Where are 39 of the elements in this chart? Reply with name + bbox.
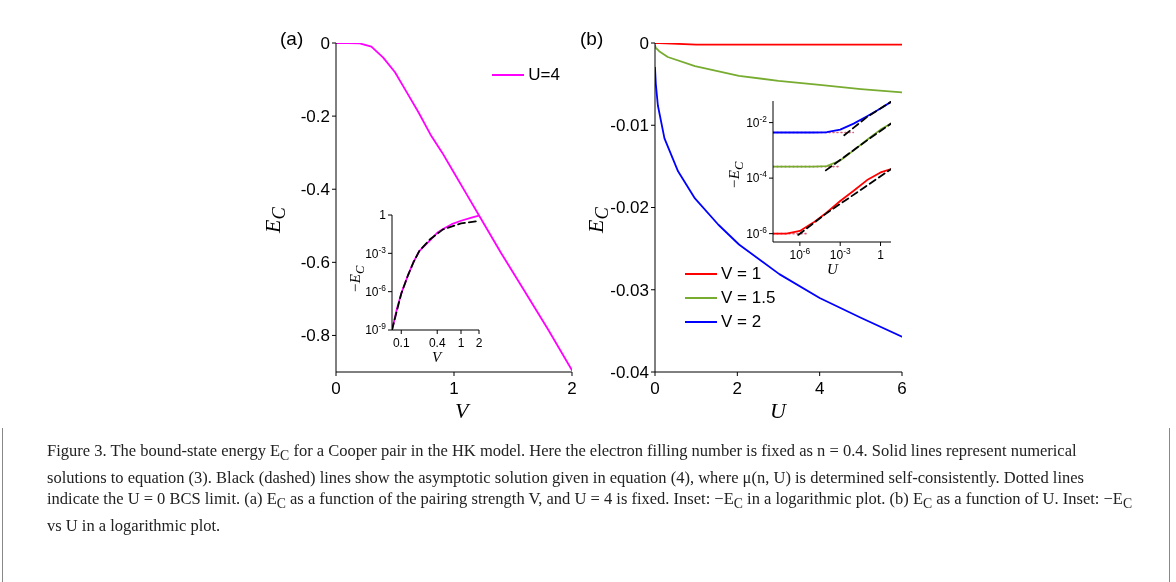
y-tick-label: -0.01	[610, 116, 649, 136]
x-tick-label: 1	[457, 336, 465, 351]
legend-label: V = 2	[721, 312, 762, 332]
legend-label: U=4	[528, 65, 560, 85]
x-tick-label: 2	[567, 379, 577, 399]
x-tick-label: 1	[449, 379, 459, 399]
legend-label: V = 1.5	[721, 288, 776, 308]
y-tick-label: -0.6	[300, 253, 330, 273]
x-tick-label: 10$^{-3}$	[829, 246, 851, 263]
y-tick-label: 0	[639, 33, 649, 53]
legend-label: V = 1	[721, 264, 762, 284]
y-tick-label: 10$^{-2}$	[746, 113, 768, 130]
x-axis-title: V	[455, 398, 469, 424]
y-tick-label: 0	[320, 33, 330, 53]
y-tick-label: -0.4	[300, 180, 330, 200]
y-tick-label: 10$^{-6}$	[365, 282, 387, 299]
text: Figure 3. The bound-state energy E$_{C}$ for a Cooper pair in the HK model. Here the electron filling number is fixed as n = 0.4. Solid lines represent numerical solutions to equation (3). Black (dashed) lines show the asymptotic solution given in equation (4), where μ(n, U) is determined self-consistently. Dotted lines indicate the U = 0 BCS limit. (a) E$_{C}$ as a function of the pairing strength V, and U = 4 is fixed. Inset: −E$_{C}$ in a logarithmic plot. (b) E$_{C}$ as a function of U. Inset: −E$_{C}$ vs U in a logarithmic plot.	[47, 441, 1133, 536]
y-tick-label: 10$^{-6}$	[746, 224, 768, 241]
y-tick-label: -0.02	[610, 198, 649, 218]
y-tick-label: 10$^{-4}$	[746, 169, 768, 186]
y-tick-label: -0.03	[610, 280, 649, 300]
chart-title: (b)	[580, 28, 604, 50]
x-tick-label: 1	[877, 248, 885, 263]
x-tick-label: 10$^{-6}$	[789, 246, 811, 263]
x-tick-label: 6	[897, 379, 907, 399]
chart-title: (a)	[280, 28, 304, 50]
y-tick-label: -0.04	[610, 362, 649, 382]
x-axis-title: U	[770, 398, 786, 424]
x-tick-label: 4	[814, 379, 825, 399]
y-tick-label: -0.8	[300, 326, 330, 346]
x-tick-label: 0.1	[392, 336, 410, 351]
x-tick-label: 2	[732, 379, 743, 399]
x-tick-label: 2	[475, 336, 483, 351]
x-axis-title: V	[432, 349, 442, 366]
y-tick-label: 1	[379, 208, 387, 223]
x-tick-label: 0.4	[428, 336, 446, 351]
y-tick-label: 10$^{-9}$	[365, 321, 387, 338]
y-tick-label: -0.2	[300, 107, 330, 127]
x-axis-title: U	[827, 261, 838, 278]
